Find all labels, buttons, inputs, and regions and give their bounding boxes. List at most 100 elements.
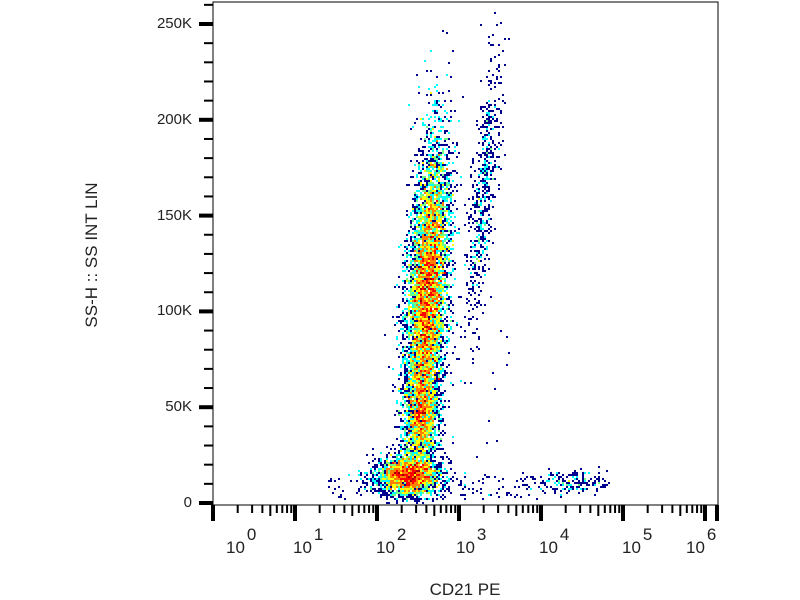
density-cell (414, 250, 416, 252)
density-cell (374, 490, 376, 492)
density-cell (482, 172, 484, 174)
density-cell (430, 236, 432, 238)
density-cell (438, 256, 440, 258)
density-cell (426, 464, 428, 466)
density-cell (394, 426, 396, 428)
density-cell (416, 502, 418, 504)
density-cell (370, 478, 372, 480)
density-cell (402, 324, 404, 326)
density-cell (406, 464, 408, 466)
density-cell (392, 316, 394, 318)
density-cell (472, 286, 474, 288)
density-cell (428, 458, 430, 460)
density-cell (406, 434, 408, 436)
density-cell (414, 294, 416, 296)
density-cell (414, 196, 416, 198)
density-cell (422, 160, 424, 162)
density-cell (330, 480, 332, 482)
tick-base: 10 (686, 538, 705, 557)
density-cell (432, 498, 434, 500)
density-cell (408, 476, 410, 478)
density-cell (492, 44, 494, 46)
density-cell (422, 502, 424, 504)
density-cell (436, 410, 438, 412)
density-cell (432, 260, 434, 262)
density-cell (442, 192, 444, 194)
density-cell (420, 258, 422, 260)
density-cell (474, 244, 476, 246)
density-cell (436, 350, 438, 352)
density-cell (486, 164, 488, 166)
density-cell (428, 386, 430, 388)
density-cell (436, 448, 438, 450)
density-cell (414, 426, 416, 428)
density-cell (480, 222, 482, 224)
density-cell (566, 492, 568, 494)
density-cell (430, 70, 432, 72)
density-cell (432, 326, 434, 328)
density-cell (592, 484, 594, 486)
density-cell (434, 280, 436, 282)
density-cell (426, 264, 428, 266)
density-cell (430, 422, 432, 424)
density-cell (412, 292, 414, 294)
density-cell (484, 158, 486, 160)
density-cell (438, 326, 440, 328)
density-cell (378, 480, 380, 482)
density-cell (424, 344, 426, 346)
density-cell (436, 388, 438, 390)
density-cell (438, 448, 440, 450)
density-cell (432, 196, 434, 198)
density-cell (418, 328, 420, 330)
density-cell (444, 224, 446, 226)
density-cell (428, 258, 430, 260)
density-cell (430, 376, 432, 378)
density-cell (450, 202, 452, 204)
density-cell (496, 118, 498, 120)
density-cell (466, 254, 468, 256)
density-cell (416, 322, 418, 324)
density-cell (436, 220, 438, 222)
density-cell (486, 148, 488, 150)
density-cell (414, 472, 416, 474)
density-cell (422, 388, 424, 390)
density-cell (384, 494, 386, 496)
density-cell (434, 210, 436, 212)
density-cell (432, 154, 434, 156)
density-cell (400, 476, 402, 478)
density-cell (434, 170, 436, 172)
density-cell (432, 266, 434, 268)
density-cell (442, 216, 444, 218)
density-cell (392, 474, 394, 476)
density-cell (446, 176, 448, 178)
density-cell (440, 194, 442, 196)
density-cell (430, 318, 432, 320)
density-cell (410, 310, 412, 312)
density-cell (412, 454, 414, 456)
density-cell (486, 210, 488, 212)
density-cell (410, 358, 412, 360)
density-cell (488, 228, 490, 230)
density-cell (476, 272, 478, 274)
density-cell (446, 258, 448, 260)
density-cell (430, 148, 432, 150)
density-cell (400, 372, 402, 374)
density-cell (486, 178, 488, 180)
density-cell (436, 286, 438, 288)
density-cell (506, 336, 508, 338)
density-cell (426, 154, 428, 156)
density-cell (500, 22, 502, 24)
density-cell (446, 200, 448, 202)
density-cell (430, 458, 432, 460)
density-cell (484, 192, 486, 194)
density-cell (440, 464, 442, 466)
density-cell (426, 428, 428, 430)
density-cell (430, 250, 432, 252)
density-cell (478, 176, 480, 178)
density-cell (402, 346, 404, 348)
density-cell (436, 254, 438, 256)
density-cell (430, 134, 432, 136)
density-cell (414, 248, 416, 250)
density-cell (420, 498, 422, 500)
density-cell (414, 382, 416, 384)
